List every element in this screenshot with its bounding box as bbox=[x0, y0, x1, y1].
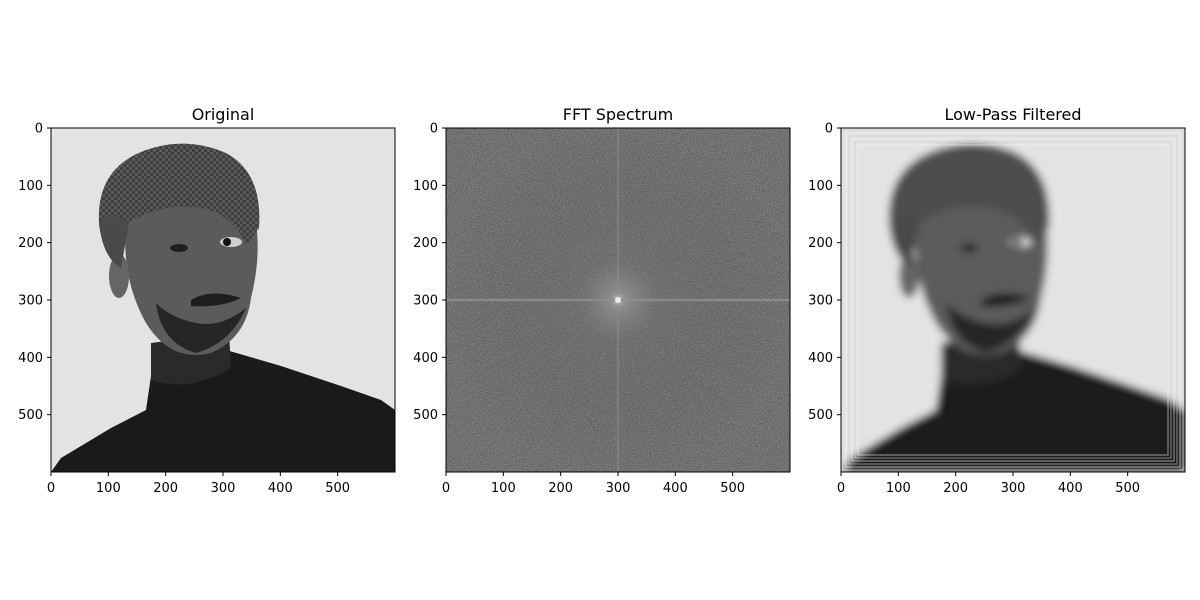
y-tick-label: 0 bbox=[35, 122, 43, 137]
x-tick-label: 300 bbox=[1001, 481, 1026, 496]
y-tick-label: 500 bbox=[808, 408, 833, 423]
y-tick-label: 500 bbox=[413, 408, 438, 423]
panel-0: Original 0 100 200 300 400 500 0 100 200 300 400 500 bbox=[18, 105, 396, 496]
x-tick-label: 200 bbox=[153, 481, 178, 496]
x-tick-label: 100 bbox=[491, 481, 516, 496]
x-tick-label: 300 bbox=[211, 481, 236, 496]
x-tick-label: 500 bbox=[1115, 481, 1140, 496]
x-tick-label: 300 bbox=[606, 481, 631, 496]
x-tick-label: 400 bbox=[268, 481, 293, 496]
panel-image bbox=[51, 128, 395, 472]
y-tick-label: 100 bbox=[413, 179, 438, 194]
y-tick-label: 0 bbox=[825, 122, 833, 137]
x-tick-label: 500 bbox=[325, 481, 350, 496]
panel-title: Low-Pass Filtered bbox=[944, 105, 1081, 124]
panel-title: Original bbox=[192, 105, 255, 124]
y-tick-label: 200 bbox=[808, 236, 833, 251]
x-tick-label: 500 bbox=[720, 481, 745, 496]
x-tick-label: 100 bbox=[886, 481, 911, 496]
panel-image bbox=[841, 128, 1185, 472]
x-tick-label: 200 bbox=[548, 481, 573, 496]
panel-image bbox=[446, 128, 790, 472]
panel-2: Low-Pass Filtered 0 100 200 300 400 500 0 100 200… bbox=[808, 105, 1186, 496]
y-tick-label: 500 bbox=[18, 408, 43, 423]
x-tick-label: 400 bbox=[663, 481, 688, 496]
y-tick-label: 300 bbox=[413, 294, 438, 309]
y-tick-label: 400 bbox=[18, 351, 43, 366]
panel-1: FFT Spectrum 0 100 200 300 400 500 0 100 200 300 40… bbox=[413, 105, 791, 496]
y-tick-label: 300 bbox=[808, 294, 833, 309]
y-tick-label: 100 bbox=[18, 179, 43, 194]
x-tick-label: 100 bbox=[96, 481, 121, 496]
x-tick-label: 200 bbox=[943, 481, 968, 496]
y-tick-label: 400 bbox=[413, 351, 438, 366]
y-tick-label: 100 bbox=[808, 179, 833, 194]
y-tick-label: 300 bbox=[18, 294, 43, 309]
y-tick-label: 400 bbox=[808, 351, 833, 366]
x-tick-label: 0 bbox=[442, 481, 450, 496]
y-tick-label: 0 bbox=[430, 122, 438, 137]
y-tick-label: 200 bbox=[18, 236, 43, 251]
x-tick-label: 0 bbox=[47, 481, 55, 496]
x-tick-label: 400 bbox=[1058, 481, 1083, 496]
panel-title: FFT Spectrum bbox=[563, 105, 674, 124]
x-tick-label: 0 bbox=[837, 481, 845, 496]
y-tick-label: 200 bbox=[413, 236, 438, 251]
